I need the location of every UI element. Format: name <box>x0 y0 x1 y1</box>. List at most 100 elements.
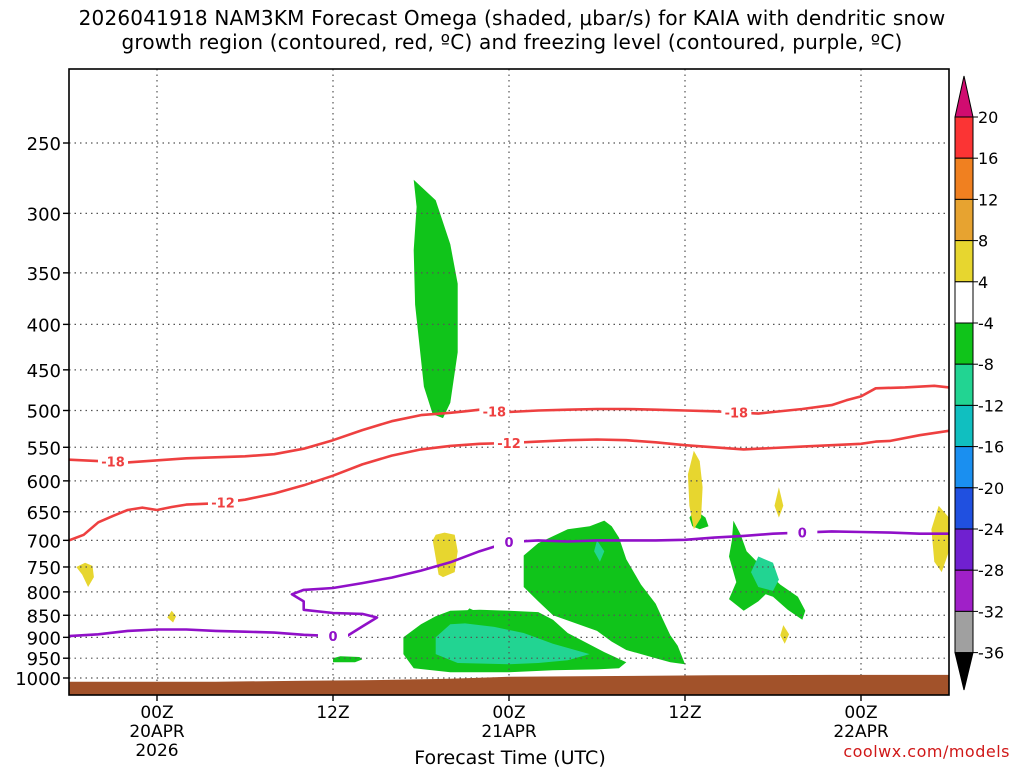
contour-label-bg <box>98 453 128 470</box>
x-tick-label: 12Z <box>316 703 349 723</box>
y-tick-label-500: 500 <box>27 402 61 423</box>
x-tick-label: 21APR <box>481 722 537 742</box>
colorbar-segment <box>954 569 974 612</box>
colorbar-segment <box>954 322 974 365</box>
contour-label: -12 <box>211 496 235 511</box>
omega-region-4-13 <box>687 450 703 530</box>
contour-label-bg <box>318 628 348 645</box>
omega-region-4-15 <box>780 625 790 644</box>
omega-region--12-8 <box>751 556 779 591</box>
y-tick-label-800: 800 <box>27 583 61 604</box>
y-tick-label-300: 300 <box>27 204 61 225</box>
colorbar-segment <box>954 528 974 571</box>
contour-label: 0 <box>504 536 513 551</box>
contour-label: -12 <box>497 437 521 452</box>
y-tick-label-900: 900 <box>27 628 61 649</box>
omega-region--8-6 <box>466 608 477 615</box>
colorbar-label: -28 <box>978 561 1004 580</box>
x-tick-label: 12Z <box>668 703 701 723</box>
contour-label-bg <box>721 404 752 421</box>
chart-title: 2026041918 NAM3KM Forecast Omega (shaded… <box>0 6 1024 54</box>
contour-label-bg <box>494 534 524 551</box>
y-tick-label-600: 600 <box>27 472 61 493</box>
contour-line-0 <box>69 384 949 464</box>
contour-lines: -18 -18 -18 -12 -12 0 0 0 <box>69 384 949 645</box>
colorbar-label: -4 <box>978 314 994 333</box>
pressure-axis: 2503003504004505005506006507007508008509… <box>15 134 69 690</box>
colorbar-label: -20 <box>978 479 1004 498</box>
colorbar-segment <box>954 610 974 654</box>
contour-label: -18 <box>483 405 507 420</box>
y-tick-label-850: 850 <box>27 606 61 627</box>
omega-region-4-11 <box>167 610 177 623</box>
colorbar-segment <box>954 446 974 489</box>
colorbar-top-triangle <box>954 75 974 118</box>
omega-region-4-10 <box>76 562 94 587</box>
y-tick-label-750: 750 <box>27 558 61 579</box>
x-tick-label: 00Z <box>844 703 877 723</box>
site-credit: coolwx.com/models <box>843 742 1010 761</box>
y-tick-label-700: 700 <box>27 531 61 552</box>
y-tick-label-650: 650 <box>27 503 61 524</box>
omega-region--8-0 <box>413 179 458 419</box>
omega-region--12-7 <box>435 623 590 665</box>
colorbar-segment <box>954 157 974 200</box>
terrain-ground <box>69 674 949 695</box>
x-tick-label: 22APR <box>833 722 889 742</box>
x-tick-label: 00Z <box>492 703 525 723</box>
contour-label-bg <box>494 435 524 452</box>
y-tick-label-1000: 1000 <box>15 669 61 690</box>
contour-label: 0 <box>798 527 807 542</box>
colorbar: 20 16 12 8 4 -4 -8 -12 -16 -20 -24 -28 -32 -36 <box>954 75 1004 691</box>
colorbar-segment <box>954 116 974 159</box>
contour-line-1 <box>69 429 949 542</box>
colorbar-label: -24 <box>978 520 1004 539</box>
y-tick-label-950: 950 <box>27 649 61 670</box>
terrain <box>69 674 949 695</box>
chart-title-line1: 2026041918 NAM3KM Forecast Omega (shaded… <box>78 6 946 30</box>
chart-title-line2: growth region (contoured, red, ºC) and f… <box>121 30 903 54</box>
contour-label-bg <box>479 403 510 420</box>
colorbar-label: -8 <box>978 355 994 374</box>
contour-label-bg <box>208 494 238 511</box>
colorbar-label: 4 <box>978 273 988 292</box>
y-tick-label-450: 450 <box>27 361 61 382</box>
colorbar-label: 20 <box>978 108 998 127</box>
colorbar-segment <box>954 198 974 242</box>
contour-label: 0 <box>328 630 337 645</box>
colorbar-segment <box>954 404 974 448</box>
colorbar-bottom-triangle <box>954 652 974 691</box>
omega-region-4-12 <box>432 532 458 578</box>
contour-label: -18 <box>101 456 125 471</box>
y-tick-label-550: 550 <box>27 438 61 459</box>
omega-region-4-16 <box>931 505 949 573</box>
x-axis-label: Forecast Time (UTC) <box>414 747 605 768</box>
colorbar-label: -12 <box>978 396 1004 415</box>
colorbar-label: 8 <box>978 232 988 251</box>
y-tick-label-250: 250 <box>27 134 61 155</box>
colorbar-label: -36 <box>978 644 1004 663</box>
grid-lines <box>69 69 949 695</box>
contour-line-2 <box>69 530 949 638</box>
x-tick-label: 2026 <box>135 741 178 761</box>
x-tick-label: 20APR <box>129 722 185 742</box>
omega-region--8-3 <box>729 520 806 620</box>
colorbar-label: -16 <box>978 438 1004 457</box>
omega-region--8-5 <box>333 656 363 663</box>
y-tick-label-400: 400 <box>27 315 61 336</box>
omega-region--12-9 <box>594 540 605 562</box>
omega-shading <box>76 179 949 673</box>
omega-region--8-2 <box>523 520 685 665</box>
colorbar-label: -32 <box>978 602 1004 621</box>
y-tick-label-350: 350 <box>27 264 61 285</box>
colorbar-segment <box>954 240 974 283</box>
colorbar-segment <box>954 363 974 406</box>
colorbar-segment <box>954 281 974 324</box>
colorbar-segment <box>954 487 974 530</box>
x-tick-label: 00Z <box>140 703 173 723</box>
contour-label: -18 <box>725 406 749 421</box>
colorbar-label: 12 <box>978 190 998 209</box>
contour-label-bg <box>787 524 818 541</box>
